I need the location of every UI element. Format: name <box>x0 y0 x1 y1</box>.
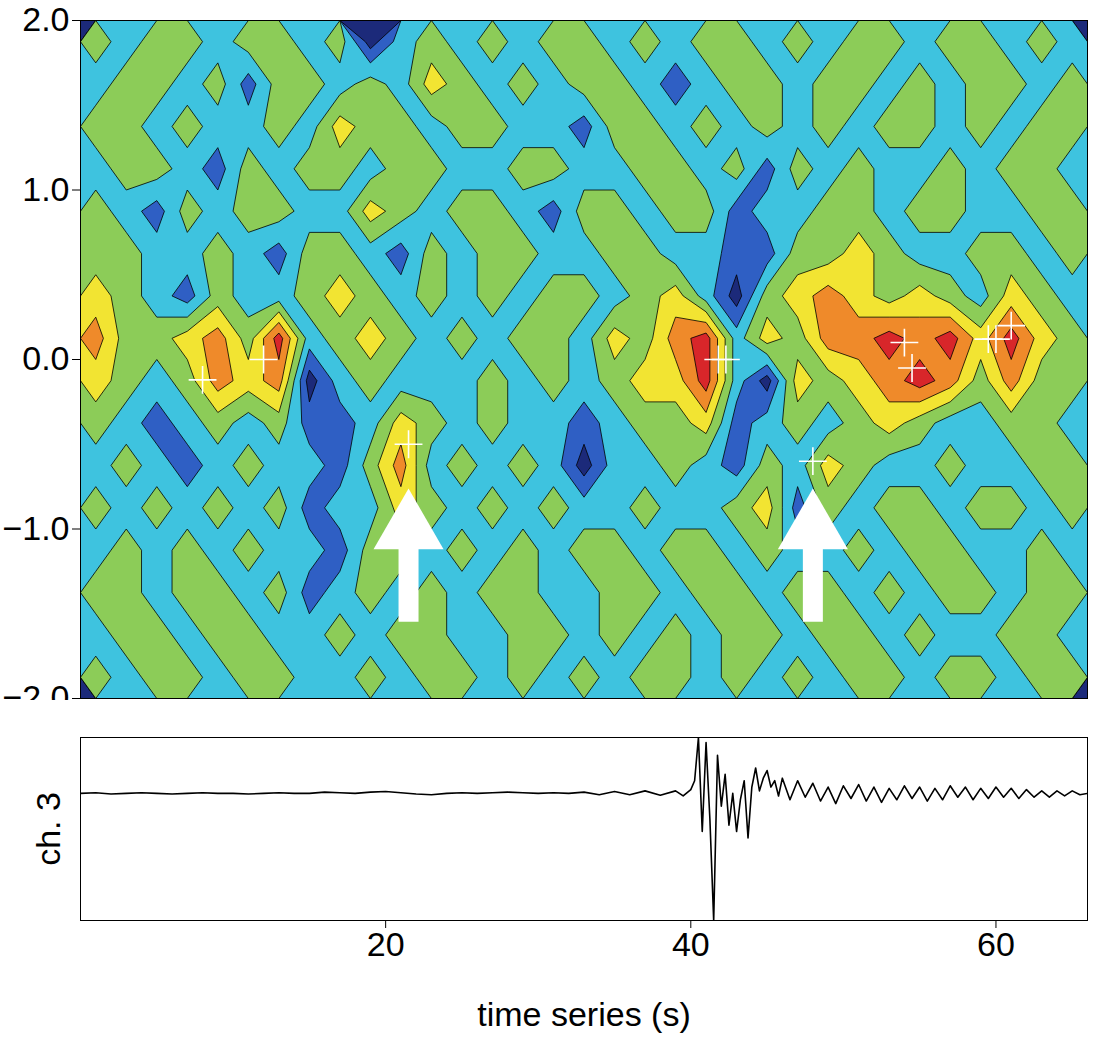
svg-text:60: 60 <box>977 925 1015 963</box>
svg-text:−1.0: −1.0 <box>2 509 69 547</box>
svg-text:40: 40 <box>672 925 710 963</box>
svg-text:−2.0: −2.0 <box>2 678 69 700</box>
svg-text:ch. 3: ch. 3 <box>29 792 67 866</box>
svg-text:1.0: 1.0 <box>22 170 69 208</box>
svg-text:0.0: 0.0 <box>22 339 69 377</box>
svg-text:time series (s): time series (s) <box>477 995 690 1033</box>
svg-text:20: 20 <box>367 925 405 963</box>
svg-text:2.0: 2.0 <box>22 0 69 38</box>
